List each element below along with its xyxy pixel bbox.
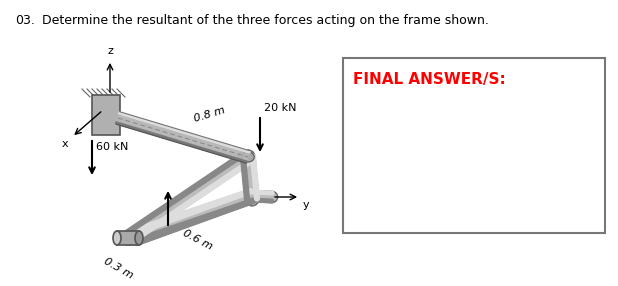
Ellipse shape xyxy=(242,152,254,162)
Text: y: y xyxy=(303,200,310,210)
Text: 0.8 m: 0.8 m xyxy=(193,105,227,124)
Text: 0.6 m: 0.6 m xyxy=(182,228,214,252)
Text: z: z xyxy=(107,46,113,56)
Text: 20 kN: 20 kN xyxy=(264,103,297,113)
Ellipse shape xyxy=(113,231,121,245)
Text: 80 kN: 80 kN xyxy=(172,214,205,224)
Text: 60 kN: 60 kN xyxy=(96,142,129,152)
Polygon shape xyxy=(117,231,139,245)
Text: x: x xyxy=(61,139,68,149)
Polygon shape xyxy=(92,95,120,135)
Text: FINAL ANSWER/S:: FINAL ANSWER/S: xyxy=(353,72,506,87)
Ellipse shape xyxy=(135,231,143,245)
Text: Determine the resultant of the three forces acting on the frame shown.: Determine the resultant of the three for… xyxy=(42,14,489,27)
Bar xyxy=(343,58,605,233)
Text: 0.3 m: 0.3 m xyxy=(101,256,134,281)
Text: 03.: 03. xyxy=(15,14,35,27)
